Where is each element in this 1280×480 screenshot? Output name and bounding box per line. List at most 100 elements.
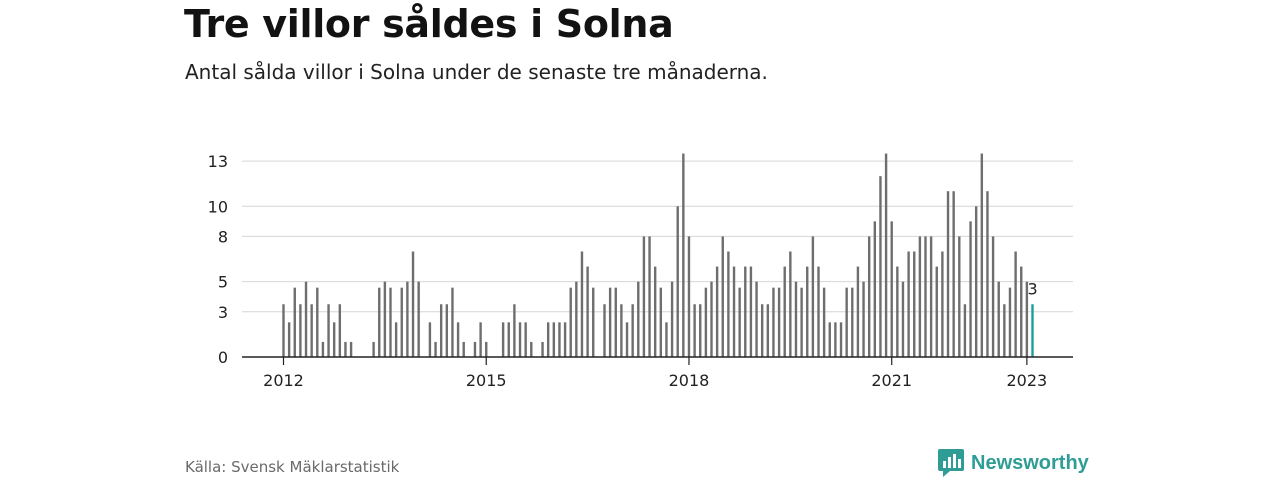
- bar: [349, 341, 353, 357]
- bar: [834, 322, 837, 357]
- bar: [321, 341, 325, 357]
- bar: [1025, 281, 1029, 357]
- bar: [704, 287, 708, 357]
- bar: [760, 304, 764, 357]
- bar: [890, 221, 893, 357]
- bar: [1020, 266, 1023, 357]
- bar: [997, 281, 1000, 357]
- bar: [817, 266, 820, 357]
- x-tick-label: 2012: [263, 371, 304, 390]
- y-axis-ticks: 0 3 5 8 10 13: [208, 152, 228, 367]
- bar: [693, 304, 696, 357]
- bar: [845, 287, 848, 357]
- bars: [282, 153, 1034, 357]
- bar: [670, 281, 674, 357]
- bar: [456, 322, 460, 357]
- source-note: Källa: Svensk Mäklarstatistik: [185, 458, 400, 476]
- bar: [1003, 304, 1006, 357]
- bar: [451, 287, 454, 357]
- bar: [541, 341, 544, 357]
- y-tick-label: 8: [218, 227, 228, 246]
- bar: [637, 281, 640, 357]
- bar: [789, 251, 792, 357]
- bar: [378, 287, 381, 357]
- bar: [332, 322, 336, 357]
- x-tick-label: 2015: [466, 371, 507, 390]
- bar: [653, 266, 657, 357]
- bar: [958, 236, 961, 357]
- annotations: 3: [1028, 279, 1038, 298]
- bar: [744, 266, 747, 357]
- bar: [783, 266, 786, 357]
- last-value-label: 3: [1028, 279, 1038, 298]
- y-tick-label: 3: [218, 303, 228, 322]
- newsworthy-logo: Newsworthy: [938, 449, 1089, 477]
- bar: [896, 266, 899, 357]
- bar: [282, 304, 285, 357]
- bar: [501, 322, 505, 357]
- bar: [569, 287, 572, 357]
- y-tick-label: 13: [208, 152, 228, 171]
- bar: [839, 322, 843, 357]
- bar: [293, 287, 296, 357]
- bar: [518, 322, 522, 357]
- bar: [879, 176, 882, 357]
- bar: [445, 304, 449, 357]
- bar: [935, 266, 938, 357]
- x-tick-label: 2018: [669, 371, 710, 390]
- bar: [394, 322, 398, 357]
- bar: [299, 304, 302, 357]
- bar: [389, 287, 392, 357]
- bar: [710, 281, 713, 357]
- bar: [411, 251, 415, 357]
- bar: [907, 251, 910, 357]
- bar: [822, 287, 826, 357]
- bar: [400, 287, 403, 357]
- bar: [620, 304, 623, 357]
- chart-title: Tre villor såldes i Solna: [184, 2, 674, 46]
- bar: [980, 153, 984, 357]
- bar: [806, 266, 809, 357]
- bar: [473, 341, 477, 357]
- bar: [941, 251, 944, 357]
- bar: [952, 191, 955, 357]
- bar: [428, 322, 432, 357]
- bar: [727, 251, 730, 357]
- bar: [867, 236, 871, 357]
- x-tick-label: 2021: [871, 371, 912, 390]
- bar: [755, 281, 758, 357]
- bar: [462, 341, 465, 357]
- bar: [766, 304, 770, 357]
- bar: [316, 287, 319, 357]
- bar: [558, 322, 561, 357]
- bar: [552, 322, 556, 357]
- bar: [524, 322, 527, 357]
- bar: [738, 287, 741, 357]
- bar: [772, 287, 775, 357]
- bar: [580, 251, 584, 357]
- bar: [924, 236, 927, 357]
- bar: [918, 236, 922, 357]
- bar: [676, 206, 679, 357]
- bar: [659, 287, 663, 357]
- bar: [507, 322, 510, 357]
- bar: [327, 304, 330, 357]
- bar: [800, 287, 803, 357]
- x-tick-label: 2023: [1007, 371, 1048, 390]
- bar: [715, 266, 719, 357]
- brand-name: Newsworthy: [971, 451, 1089, 474]
- bar-chart-icon: [938, 449, 964, 477]
- gridlines: [242, 160, 1073, 313]
- y-tick-label: 5: [218, 273, 228, 292]
- bar: [304, 281, 308, 357]
- bar: [631, 304, 634, 357]
- bar: [901, 281, 905, 357]
- bar: [991, 236, 995, 357]
- bar: [963, 304, 967, 357]
- bar: [417, 281, 420, 357]
- bar: [287, 322, 291, 357]
- bar: [575, 281, 578, 357]
- bar: [986, 191, 989, 357]
- bar: [828, 322, 831, 357]
- bar: [344, 341, 347, 357]
